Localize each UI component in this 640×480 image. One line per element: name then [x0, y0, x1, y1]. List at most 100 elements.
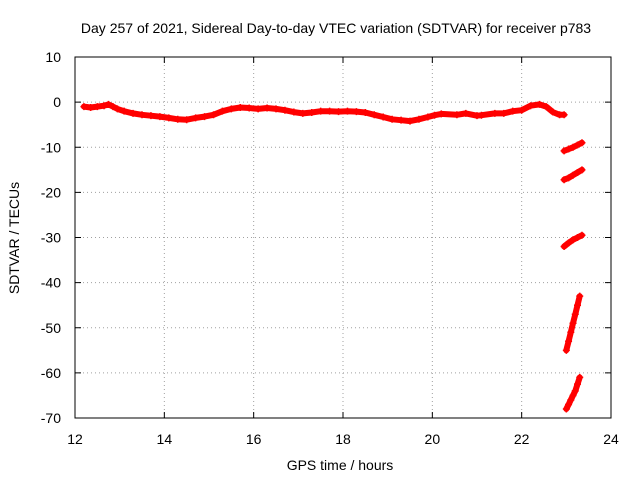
data-point — [569, 171, 577, 179]
data-point — [578, 166, 586, 174]
data-point — [578, 139, 586, 147]
data-point — [100, 102, 108, 110]
data-point — [574, 301, 581, 309]
series-3 — [560, 231, 586, 251]
data-point — [105, 100, 112, 108]
data-point — [201, 113, 209, 121]
data-point — [477, 111, 485, 119]
data-point — [574, 234, 581, 241]
data-point — [574, 141, 581, 149]
data-point — [509, 107, 517, 115]
data-point — [335, 108, 343, 116]
data-point — [138, 111, 146, 119]
data-point — [536, 100, 544, 108]
data-point — [370, 111, 378, 119]
data-point — [565, 337, 573, 345]
data-point — [192, 114, 200, 122]
x-tick-label: 14 — [157, 431, 173, 447]
data-point — [576, 292, 584, 300]
data-point — [571, 387, 579, 395]
data-point — [352, 108, 360, 116]
data-point — [263, 104, 271, 112]
data-point — [571, 310, 579, 318]
y-axis-label: SDTVAR / TECUs — [6, 182, 22, 294]
y-tick-label: -50 — [41, 320, 61, 336]
series-2 — [560, 166, 586, 184]
data-point — [236, 104, 244, 112]
data-point — [527, 102, 535, 110]
data-point — [299, 109, 307, 117]
data-point — [500, 109, 508, 117]
data-point — [308, 109, 316, 117]
data-point — [93, 103, 101, 111]
data-point — [453, 111, 461, 119]
series-band — [80, 101, 568, 125]
data-point — [567, 396, 575, 404]
y-tick-label: 10 — [45, 49, 61, 65]
data-point — [560, 176, 568, 184]
data-point — [317, 107, 325, 115]
data-point — [576, 373, 584, 381]
data-point — [80, 103, 88, 111]
data-point — [227, 105, 235, 113]
data-points — [80, 100, 586, 413]
x-tick-label: 22 — [514, 431, 530, 447]
data-point — [491, 109, 499, 117]
data-point — [245, 104, 253, 112]
data-point — [437, 110, 445, 118]
data-point — [120, 107, 128, 115]
data-point — [109, 103, 117, 111]
data-point — [87, 104, 95, 112]
data-point — [574, 380, 581, 388]
y-tick-label: -70 — [41, 410, 61, 426]
data-point — [567, 328, 575, 336]
x-tick-label: 20 — [425, 431, 441, 447]
data-point — [518, 106, 526, 114]
data-point — [272, 105, 280, 113]
series-4 — [562, 292, 584, 354]
data-point — [562, 405, 570, 413]
series-1 — [560, 139, 586, 155]
data-point — [326, 107, 334, 115]
data-point — [281, 106, 289, 114]
x-tick-label: 24 — [603, 431, 619, 447]
data-point — [183, 116, 191, 124]
data-point — [361, 109, 369, 117]
data-point — [560, 243, 568, 251]
tick-labels: 12 14 16 18 20 22 24 10 0 -10 -20 -30 -40 -50 -60 -70 — [41, 49, 619, 447]
y-tick-label: -10 — [41, 139, 61, 155]
axis-ticks — [74, 56, 612, 419]
data-point — [542, 103, 550, 111]
chart-title: Day 257 of 2021, Sidereal Day-to-day VTE… — [81, 20, 591, 36]
x-axis-label: GPS time / hours — [287, 457, 394, 473]
series-5 — [562, 373, 584, 413]
grid — [75, 57, 611, 418]
data-point — [209, 111, 217, 119]
data-point — [290, 108, 298, 116]
data-point — [254, 105, 262, 113]
data-point — [129, 109, 137, 117]
y-tick-label: -30 — [41, 230, 61, 246]
data-point — [424, 113, 432, 121]
data-point — [569, 236, 577, 244]
data-point — [388, 115, 396, 123]
y-tick-label: -40 — [41, 275, 61, 291]
x-tick-label: 12 — [67, 431, 83, 447]
x-tick-label: 18 — [335, 431, 351, 447]
data-point — [113, 105, 121, 113]
data-point — [343, 107, 351, 115]
data-point — [578, 231, 586, 239]
y-tick-label: -20 — [41, 184, 61, 200]
data-point — [560, 111, 568, 119]
data-point — [565, 239, 573, 247]
data-point — [569, 391, 577, 399]
data-point — [462, 109, 470, 117]
data-point — [415, 115, 423, 123]
data-point — [156, 113, 164, 121]
data-point — [379, 113, 387, 121]
data-point — [569, 143, 577, 151]
data-point — [565, 400, 573, 408]
data-point — [565, 174, 573, 182]
y-tick-label: -60 — [41, 365, 61, 381]
